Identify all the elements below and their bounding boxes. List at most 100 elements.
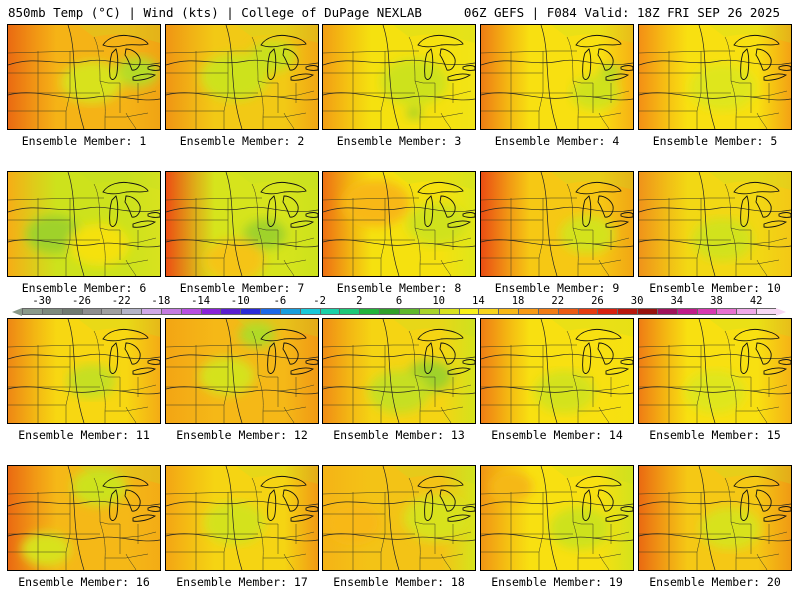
great-lakes-outline <box>447 514 472 522</box>
great-lakes-outline <box>575 328 622 342</box>
wind-contour <box>323 353 475 360</box>
great-lakes-outline <box>147 359 160 365</box>
ensemble-member-label: Ensemble Member: 1 <box>21 134 147 148</box>
great-lakes-outline <box>147 212 160 218</box>
temperature-contour-region <box>68 223 130 267</box>
great-lakes-outline <box>582 48 592 80</box>
great-lakes-outline <box>267 48 277 80</box>
great-lakes-outline <box>305 65 318 71</box>
great-lakes-outline <box>424 489 434 521</box>
ensemble-member-label: Ensemble Member: 3 <box>336 134 462 148</box>
wind-contour <box>166 533 318 542</box>
ensemble-member-map <box>480 318 634 424</box>
state-boundary <box>65 220 71 259</box>
colorbar-segment <box>180 308 202 315</box>
great-lakes-outline <box>260 181 307 195</box>
state-boundary <box>434 237 472 245</box>
great-lakes-outline <box>620 65 633 71</box>
great-lakes-outline <box>305 212 318 218</box>
state-boundary <box>65 73 71 112</box>
temperature-contour-region <box>692 218 753 261</box>
great-lakes-outline <box>102 34 149 48</box>
state-boundary <box>696 367 702 406</box>
great-lakes-outline <box>109 342 119 374</box>
great-lakes-outline <box>733 181 780 195</box>
great-lakes-outline <box>290 220 315 228</box>
state-boundary <box>283 259 295 276</box>
state-boundary <box>283 553 295 570</box>
temperature-contour-region <box>199 357 255 396</box>
ensemble-member-map <box>638 24 792 130</box>
state-boundary <box>592 90 630 98</box>
great-lakes-outline <box>132 514 157 522</box>
state-boundary <box>125 112 137 129</box>
wind-contour <box>639 353 791 360</box>
great-lakes-outline <box>462 65 475 71</box>
state-boundary <box>736 553 780 559</box>
colorbar-tick-label: -18 <box>151 295 171 307</box>
wind-contour <box>698 319 716 423</box>
ensemble-member-map <box>480 465 634 571</box>
wind-contour <box>540 25 558 129</box>
state-boundary <box>730 374 751 378</box>
state-boundary <box>99 521 120 525</box>
state-boundary <box>93 330 101 376</box>
great-lakes-outline <box>282 195 299 218</box>
state-boundary <box>93 36 101 82</box>
colorbar-segment <box>200 308 221 315</box>
great-lakes-outline <box>102 328 149 342</box>
great-lakes-outline <box>109 48 119 80</box>
temperature-field <box>481 319 633 423</box>
wind-contour <box>67 172 85 276</box>
temperature-contour-region <box>599 64 621 80</box>
state-boundary <box>750 531 788 539</box>
wind-contour <box>8 92 160 101</box>
state-boundary <box>263 553 307 559</box>
state-boundary <box>756 112 768 129</box>
state-boundary <box>408 330 416 376</box>
colorbar-segment <box>518 308 539 315</box>
colorbar-segment <box>220 308 241 315</box>
wind-contour <box>225 319 243 423</box>
ensemble-member-label: Ensemble Member: 9 <box>494 281 620 295</box>
great-lakes-outline <box>447 367 472 375</box>
colorbar-segment <box>716 308 737 315</box>
state-boundary <box>166 50 262 54</box>
colorbar-segment <box>299 308 321 315</box>
great-lakes-outline <box>597 342 614 365</box>
temperature-contour-region <box>326 504 381 543</box>
state-boundary <box>434 531 472 539</box>
state-boundary <box>277 90 315 98</box>
great-lakes-outline <box>740 48 750 80</box>
wind-contour <box>698 172 716 276</box>
colorbar-segment <box>121 308 142 315</box>
great-lakes-outline <box>740 342 750 374</box>
great-lakes-outline <box>424 342 434 374</box>
state-boundary <box>119 90 157 98</box>
colorbar-tick-label: 6 <box>395 295 403 307</box>
wind-contour <box>323 500 475 507</box>
state-boundary <box>8 344 104 348</box>
state-boundary <box>263 112 307 118</box>
temperature-contour-region <box>406 202 468 246</box>
great-lakes-outline <box>260 475 307 489</box>
temperature-field <box>323 466 475 570</box>
colorbar-segment <box>101 308 122 315</box>
great-lakes-outline <box>755 489 772 512</box>
wind-contour <box>323 239 475 248</box>
state-boundary <box>223 367 229 406</box>
wind-contour <box>67 466 85 570</box>
wind-contour <box>382 466 400 570</box>
temperature-contour-region <box>243 219 287 250</box>
great-lakes-outline <box>417 34 464 48</box>
temperature-contour-region <box>204 501 265 545</box>
ensemble-member-label: Ensemble Member: 12 <box>176 428 308 442</box>
great-lakes-outline <box>605 220 630 228</box>
colorbar-max-arrow <box>776 308 786 316</box>
ensemble-member-label: Ensemble Member: 8 <box>336 281 462 295</box>
state-boundary <box>566 36 574 82</box>
great-lakes-outline <box>124 195 141 218</box>
state-boundary <box>380 514 386 553</box>
ensemble-member-label: Ensemble Member: 10 <box>649 281 781 295</box>
state-boundary <box>578 406 622 412</box>
